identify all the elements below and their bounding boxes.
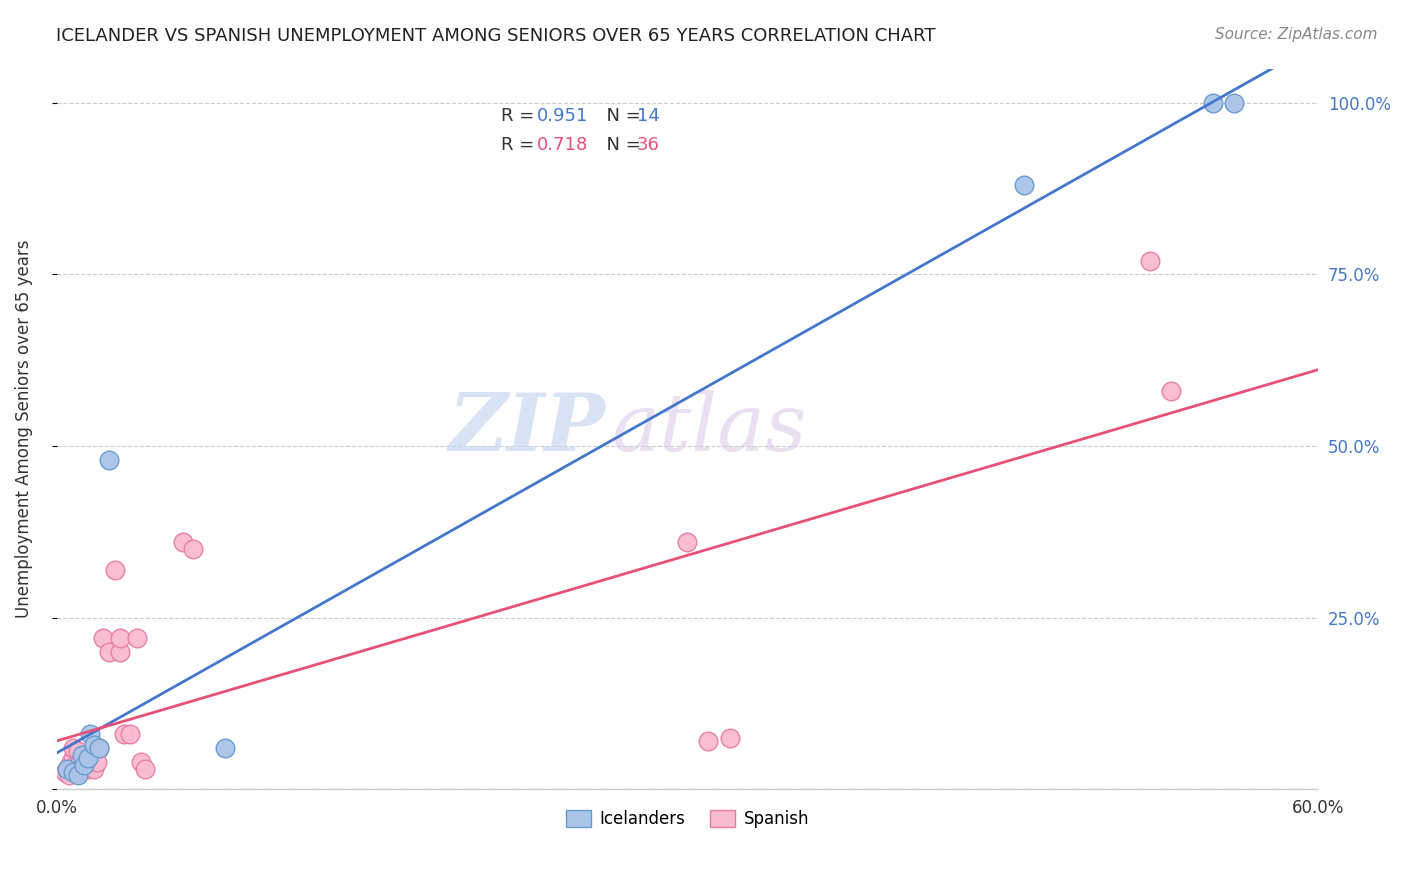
Text: N =: N =	[595, 136, 647, 154]
Text: 0.718: 0.718	[537, 136, 589, 154]
Point	[53, 765, 76, 780]
Legend: Icelanders, Spanish: Icelanders, Spanish	[560, 804, 815, 835]
Point	[60, 755, 83, 769]
Point	[82, 747, 104, 762]
Text: N =: N =	[595, 107, 647, 125]
Point	[87, 741, 110, 756]
Point	[676, 535, 699, 549]
Point	[58, 768, 80, 782]
Point	[62, 741, 84, 756]
Point	[65, 758, 87, 772]
Point	[125, 631, 148, 645]
Point	[56, 762, 79, 776]
Point	[129, 755, 152, 769]
Point	[181, 541, 204, 556]
Point	[79, 727, 101, 741]
Text: 14: 14	[637, 107, 659, 125]
Point	[56, 762, 79, 776]
Point	[718, 731, 741, 745]
Point	[214, 741, 236, 756]
Point	[134, 762, 156, 776]
Point	[62, 751, 84, 765]
Point	[87, 741, 110, 756]
Point	[1160, 384, 1182, 398]
Point	[69, 755, 91, 769]
Point	[104, 563, 127, 577]
Point	[73, 758, 96, 772]
Point	[1223, 95, 1246, 110]
Point	[70, 747, 93, 762]
Point	[112, 727, 135, 741]
Text: ICELANDER VS SPANISH UNEMPLOYMENT AMONG SENIORS OVER 65 YEARS CORRELATION CHART: ICELANDER VS SPANISH UNEMPLOYMENT AMONG …	[56, 27, 936, 45]
Point	[75, 751, 97, 765]
Point	[79, 747, 101, 762]
Point	[91, 631, 114, 645]
Point	[1202, 95, 1225, 110]
Text: atlas: atlas	[612, 390, 807, 467]
Point	[172, 535, 194, 549]
Point	[77, 751, 100, 765]
Point	[1139, 253, 1161, 268]
Y-axis label: Unemployment Among Seniors over 65 years: Unemployment Among Seniors over 65 years	[15, 240, 32, 618]
Point	[66, 765, 89, 780]
Point	[73, 758, 96, 772]
Text: ZIP: ZIP	[449, 390, 606, 467]
Text: 0.951: 0.951	[537, 107, 589, 125]
Point	[120, 727, 142, 741]
Point	[1012, 178, 1035, 193]
Point	[108, 631, 131, 645]
Text: R =: R =	[501, 136, 540, 154]
Point	[66, 744, 89, 758]
Point	[70, 762, 93, 776]
Point	[98, 645, 121, 659]
Point	[62, 765, 84, 780]
Text: R =: R =	[501, 107, 540, 125]
Point	[86, 755, 108, 769]
Text: 36: 36	[637, 136, 659, 154]
Point	[108, 645, 131, 659]
Point	[77, 762, 100, 776]
Point	[98, 452, 121, 467]
Point	[83, 738, 105, 752]
Text: Source: ZipAtlas.com: Source: ZipAtlas.com	[1215, 27, 1378, 42]
Point	[66, 768, 89, 782]
Point	[697, 734, 720, 748]
Point	[83, 762, 105, 776]
